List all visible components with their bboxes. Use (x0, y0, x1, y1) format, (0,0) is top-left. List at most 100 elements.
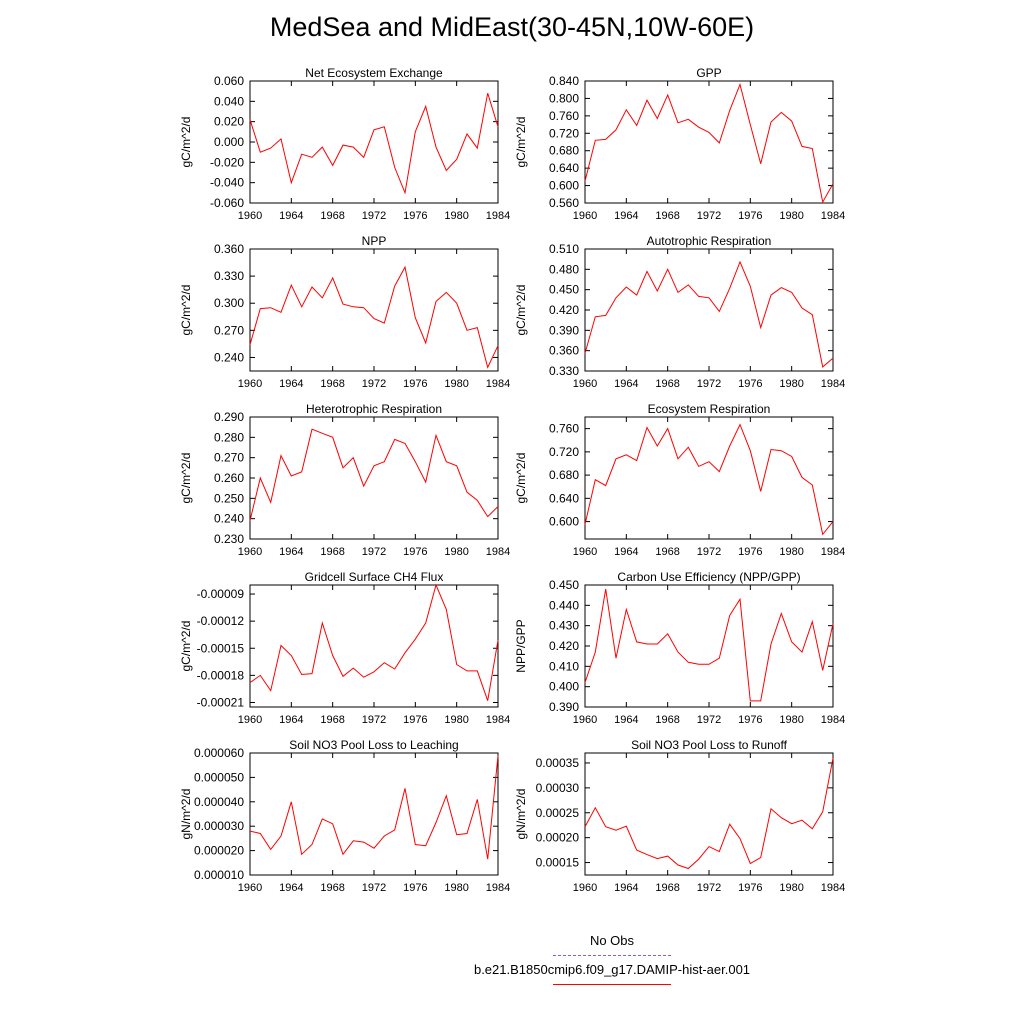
x-tick-label: 1960 (238, 882, 262, 894)
panel-title: Soil NO3 Pool Loss to Runoff (631, 738, 788, 752)
y-axis-label: gC/m^2/d (514, 117, 528, 168)
x-tick-label: 1984 (821, 210, 845, 222)
x-tick-label: 1980 (444, 714, 468, 726)
x-tick-label: 1972 (697, 546, 721, 558)
plot-frame (249, 248, 499, 372)
panel-title: Autotrophic Respiration (647, 234, 772, 248)
y-tick-label: 0.270 (214, 451, 244, 465)
y-axis-label: gC/m^2/d (179, 621, 193, 672)
y-tick-label: 0.240 (214, 512, 244, 526)
y-axis-label: NPP/GPP (514, 619, 528, 672)
panel-title: Ecosystem Respiration (648, 402, 771, 416)
y-tick-label: 0.480 (549, 262, 579, 276)
x-tick-label: 1972 (362, 882, 386, 894)
y-tick-label: -0.00009 (197, 587, 245, 601)
x-tick-label: 1964 (279, 714, 303, 726)
y-tick-label: 0.600 (549, 515, 579, 529)
y-tick-label: 0.000 (214, 135, 244, 149)
y-tick-label: 0.760 (549, 422, 579, 436)
x-tick-label: 1968 (320, 882, 344, 894)
main-title: MedSea and MidEast(30-45N,10W-60E) (269, 12, 755, 42)
y-tick-label: 0.840 (549, 74, 579, 88)
y-tick-label: 0.720 (549, 445, 579, 459)
x-tick-label: 1972 (362, 378, 386, 390)
y-tick-label: 0.00025 (536, 806, 580, 820)
x-tick-label: 1960 (573, 210, 597, 222)
series-line (584, 423, 834, 536)
y-tick-label: 0.430 (549, 619, 579, 633)
x-tick-label: 1972 (697, 882, 721, 894)
y-axis-label: gC/m^2/d (514, 453, 528, 504)
y-tick-label: 0.720 (549, 126, 579, 140)
y-tick-label: 0.250 (214, 491, 244, 505)
panel-title: Soil NO3 Pool Loss to Leaching (289, 738, 458, 752)
series-line (584, 82, 834, 204)
y-tick-label: 0.000020 (194, 844, 244, 858)
y-tick-label: 0.000060 (194, 746, 244, 760)
x-tick-label: 1976 (738, 378, 762, 390)
x-tick-label: 1968 (655, 546, 679, 558)
x-tick-label: 1968 (320, 546, 344, 558)
y-axis-label: gN/m^2/d (514, 789, 528, 840)
y-tick-label: 0.270 (214, 323, 244, 337)
legend-obs-line (553, 955, 671, 956)
y-tick-label: -0.00015 (197, 641, 245, 655)
x-tick-label: 1968 (320, 378, 344, 390)
x-tick-label: 1960 (238, 210, 262, 222)
x-tick-label: 1976 (403, 714, 427, 726)
x-tick-label: 1968 (655, 714, 679, 726)
plot-frame (249, 80, 499, 204)
x-tick-label: 1984 (486, 714, 510, 726)
y-tick-label: 0.560 (549, 196, 579, 210)
y-tick-label: 0.020 (214, 115, 244, 129)
y-tick-label: 0.760 (549, 109, 579, 123)
x-tick-label: 1972 (697, 210, 721, 222)
x-tick-label: 1980 (779, 378, 803, 390)
y-tick-label: 0.330 (549, 364, 579, 378)
x-tick-label: 1972 (362, 714, 386, 726)
x-tick-label: 1984 (821, 378, 845, 390)
series-line (249, 755, 499, 860)
y-tick-label: -0.00021 (197, 695, 245, 709)
y-tick-label: -0.020 (210, 155, 244, 169)
x-tick-label: 1960 (238, 546, 262, 558)
x-tick-label: 1964 (279, 378, 303, 390)
series-line (249, 93, 499, 195)
x-tick-label: 1976 (738, 714, 762, 726)
x-tick-label: 1964 (614, 210, 638, 222)
x-tick-label: 1960 (573, 714, 597, 726)
x-tick-label: 1984 (486, 882, 510, 894)
x-tick-label: 1980 (779, 714, 803, 726)
x-tick-label: 1964 (279, 546, 303, 558)
x-tick-label: 1976 (403, 546, 427, 558)
y-tick-label: 0.040 (214, 94, 244, 108)
y-tick-label: 0.440 (549, 598, 579, 612)
x-tick-label: 1972 (362, 210, 386, 222)
y-tick-label: 0.400 (549, 680, 579, 694)
plot-frame (249, 584, 499, 708)
y-tick-label: 0.410 (549, 659, 579, 673)
y-tick-label: -0.060 (210, 196, 244, 210)
plot-frame (584, 248, 834, 372)
panel-title: GPP (696, 66, 721, 80)
y-tick-label: 0.800 (549, 91, 579, 105)
y-axis-label: gC/m^2/d (179, 117, 193, 168)
y-tick-label: 0.330 (214, 269, 244, 283)
y-tick-label: 0.000010 (194, 868, 244, 882)
x-tick-label: 1968 (655, 378, 679, 390)
y-tick-label: 0.600 (549, 179, 579, 193)
x-tick-label: 1984 (486, 546, 510, 558)
x-tick-label: 1984 (821, 882, 845, 894)
x-tick-label: 1964 (279, 882, 303, 894)
plot-frame (249, 416, 499, 540)
y-tick-label: 0.360 (549, 344, 579, 358)
panel-title: Carbon Use Efficiency (NPP/GPP) (617, 570, 800, 584)
y-tick-label: 0.640 (549, 161, 579, 175)
x-tick-label: 1980 (779, 882, 803, 894)
y-tick-label: 0.510 (549, 242, 579, 256)
y-axis-label: gC/m^2/d (179, 453, 193, 504)
y-tick-label: 0.280 (214, 430, 244, 444)
series-line (249, 428, 499, 521)
x-tick-label: 1984 (821, 714, 845, 726)
x-tick-label: 1960 (238, 714, 262, 726)
